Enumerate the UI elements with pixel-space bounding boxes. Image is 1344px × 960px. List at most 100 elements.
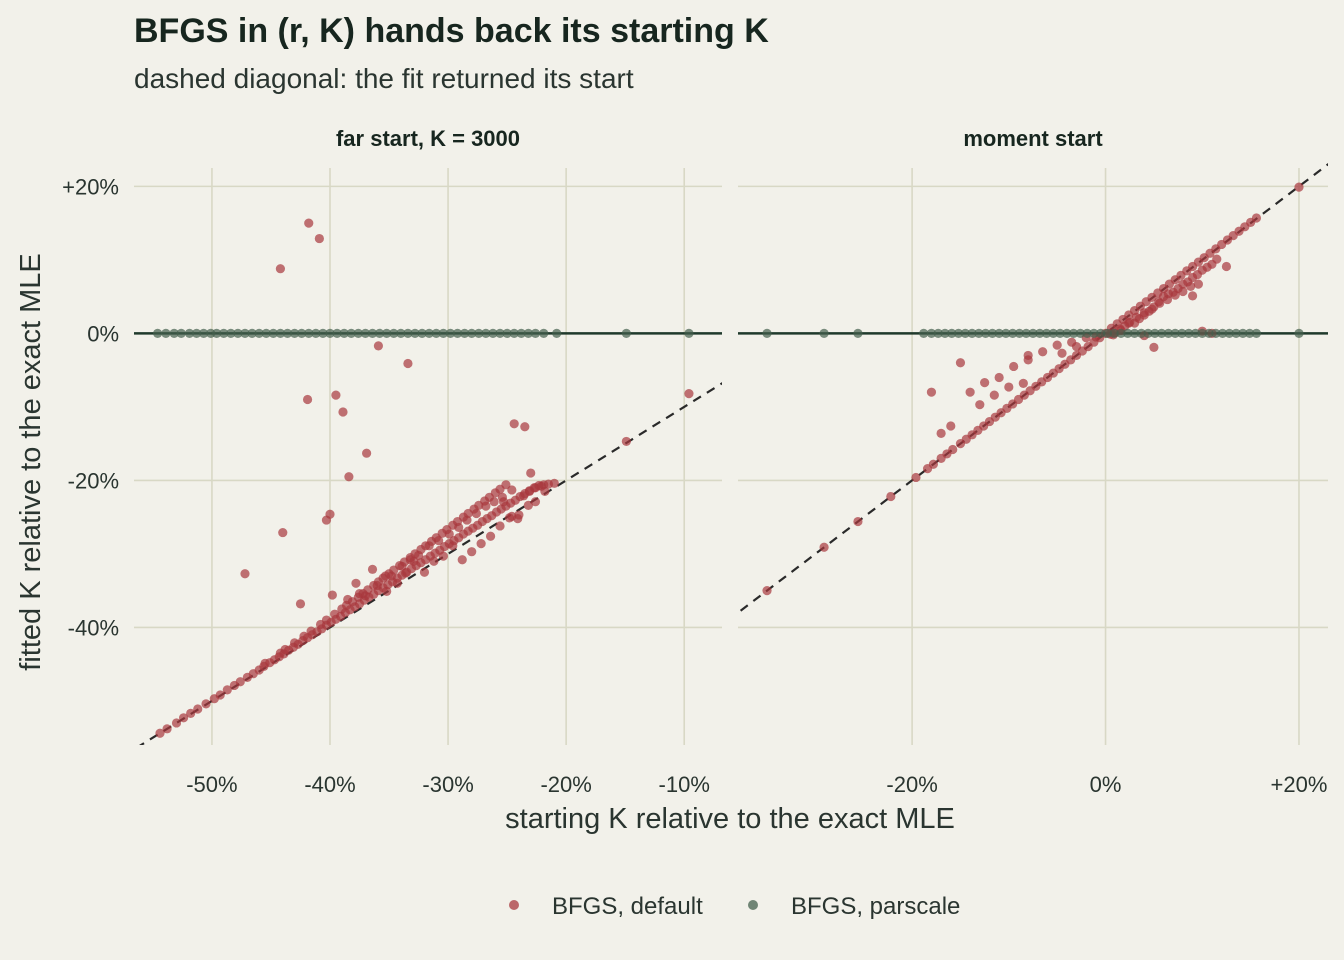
data-point (530, 497, 541, 507)
data-point (275, 328, 286, 338)
legend-marker (748, 900, 758, 910)
data-point (495, 521, 505, 531)
facet-label: moment start (963, 126, 1103, 151)
data-point (306, 626, 316, 636)
data-point (193, 704, 203, 714)
data-point (199, 328, 209, 338)
data-point (360, 328, 371, 338)
y-tick-label: 0% (87, 321, 119, 346)
data-point (989, 390, 999, 400)
data-point (947, 328, 957, 338)
data-point (260, 658, 270, 669)
data-point (911, 472, 921, 483)
data-point (1231, 328, 1241, 338)
data-point (434, 536, 444, 546)
x-tick-label: -50% (186, 772, 237, 797)
data-point (1193, 279, 1203, 289)
y-tick-label: -20% (68, 468, 119, 493)
data-point (403, 358, 413, 369)
data-point (191, 328, 202, 338)
data-point (1048, 328, 1058, 338)
data-point (853, 328, 863, 338)
data-point (295, 599, 306, 609)
series-parscale (153, 328, 694, 338)
data-point (275, 264, 286, 274)
data-point (1147, 304, 1157, 314)
data-point (1109, 328, 1119, 338)
data-point (153, 328, 163, 338)
facet-label: far start, K = 3000 (336, 126, 520, 151)
data-point (162, 724, 172, 734)
data-point (514, 510, 524, 520)
data-point (1131, 312, 1142, 322)
data-point (1004, 382, 1014, 392)
data-point (967, 328, 977, 338)
data-point (1251, 328, 1262, 338)
data-point (161, 328, 171, 338)
data-point (684, 389, 694, 399)
data-point (419, 567, 430, 577)
data-point (1212, 254, 1222, 264)
x-axis-label: starting K relative to the exact MLE (505, 803, 955, 835)
data-point (424, 328, 434, 338)
data-point (351, 578, 361, 588)
data-point (1204, 328, 1214, 338)
data-point (396, 328, 406, 338)
data-point (552, 328, 562, 338)
data-point (520, 422, 530, 432)
data-point (169, 328, 179, 338)
data-point (413, 550, 424, 560)
series-default (155, 218, 694, 738)
data-point (762, 328, 772, 338)
data-point (1211, 328, 1221, 338)
data-point (1162, 294, 1173, 305)
data-point (940, 328, 950, 338)
legend-label: BFGS, default (552, 893, 703, 920)
data-point (338, 407, 348, 417)
data-point (1150, 328, 1160, 338)
data-point (926, 387, 937, 397)
data-point (955, 358, 966, 368)
data-point (314, 233, 324, 244)
data-point (299, 631, 309, 641)
data-point (289, 328, 300, 338)
data-point (261, 328, 271, 338)
data-point (280, 644, 290, 655)
data-point (471, 508, 482, 519)
data-point (853, 516, 863, 527)
data-point (431, 328, 441, 338)
data-point (331, 390, 341, 400)
data-point (1062, 328, 1072, 338)
data-point (1157, 328, 1167, 338)
data-point (247, 328, 257, 338)
data-point (1069, 328, 1079, 338)
data-point (186, 708, 196, 718)
data-point (1075, 328, 1085, 338)
data-point (1057, 348, 1067, 358)
data-point (382, 328, 392, 338)
data-point (438, 551, 448, 561)
data-point (397, 561, 407, 571)
data-point (405, 555, 415, 565)
data-point (410, 328, 420, 338)
data-point (462, 515, 472, 525)
data-point (454, 522, 464, 533)
data-point (327, 590, 337, 600)
data-point (325, 328, 335, 338)
data-point (819, 542, 829, 552)
data-point (448, 541, 458, 551)
data-point (184, 328, 195, 338)
data-point (1238, 328, 1248, 338)
data-point (497, 492, 507, 502)
diagonal-reference-line (738, 162, 1328, 615)
data-point (481, 501, 491, 511)
data-point (960, 328, 970, 338)
data-point (1177, 328, 1187, 338)
data-point (332, 328, 342, 338)
data-point (684, 328, 694, 338)
x-tick-label: +20% (1271, 772, 1328, 797)
data-point (485, 531, 496, 541)
data-point (523, 500, 533, 510)
data-point (509, 328, 519, 338)
